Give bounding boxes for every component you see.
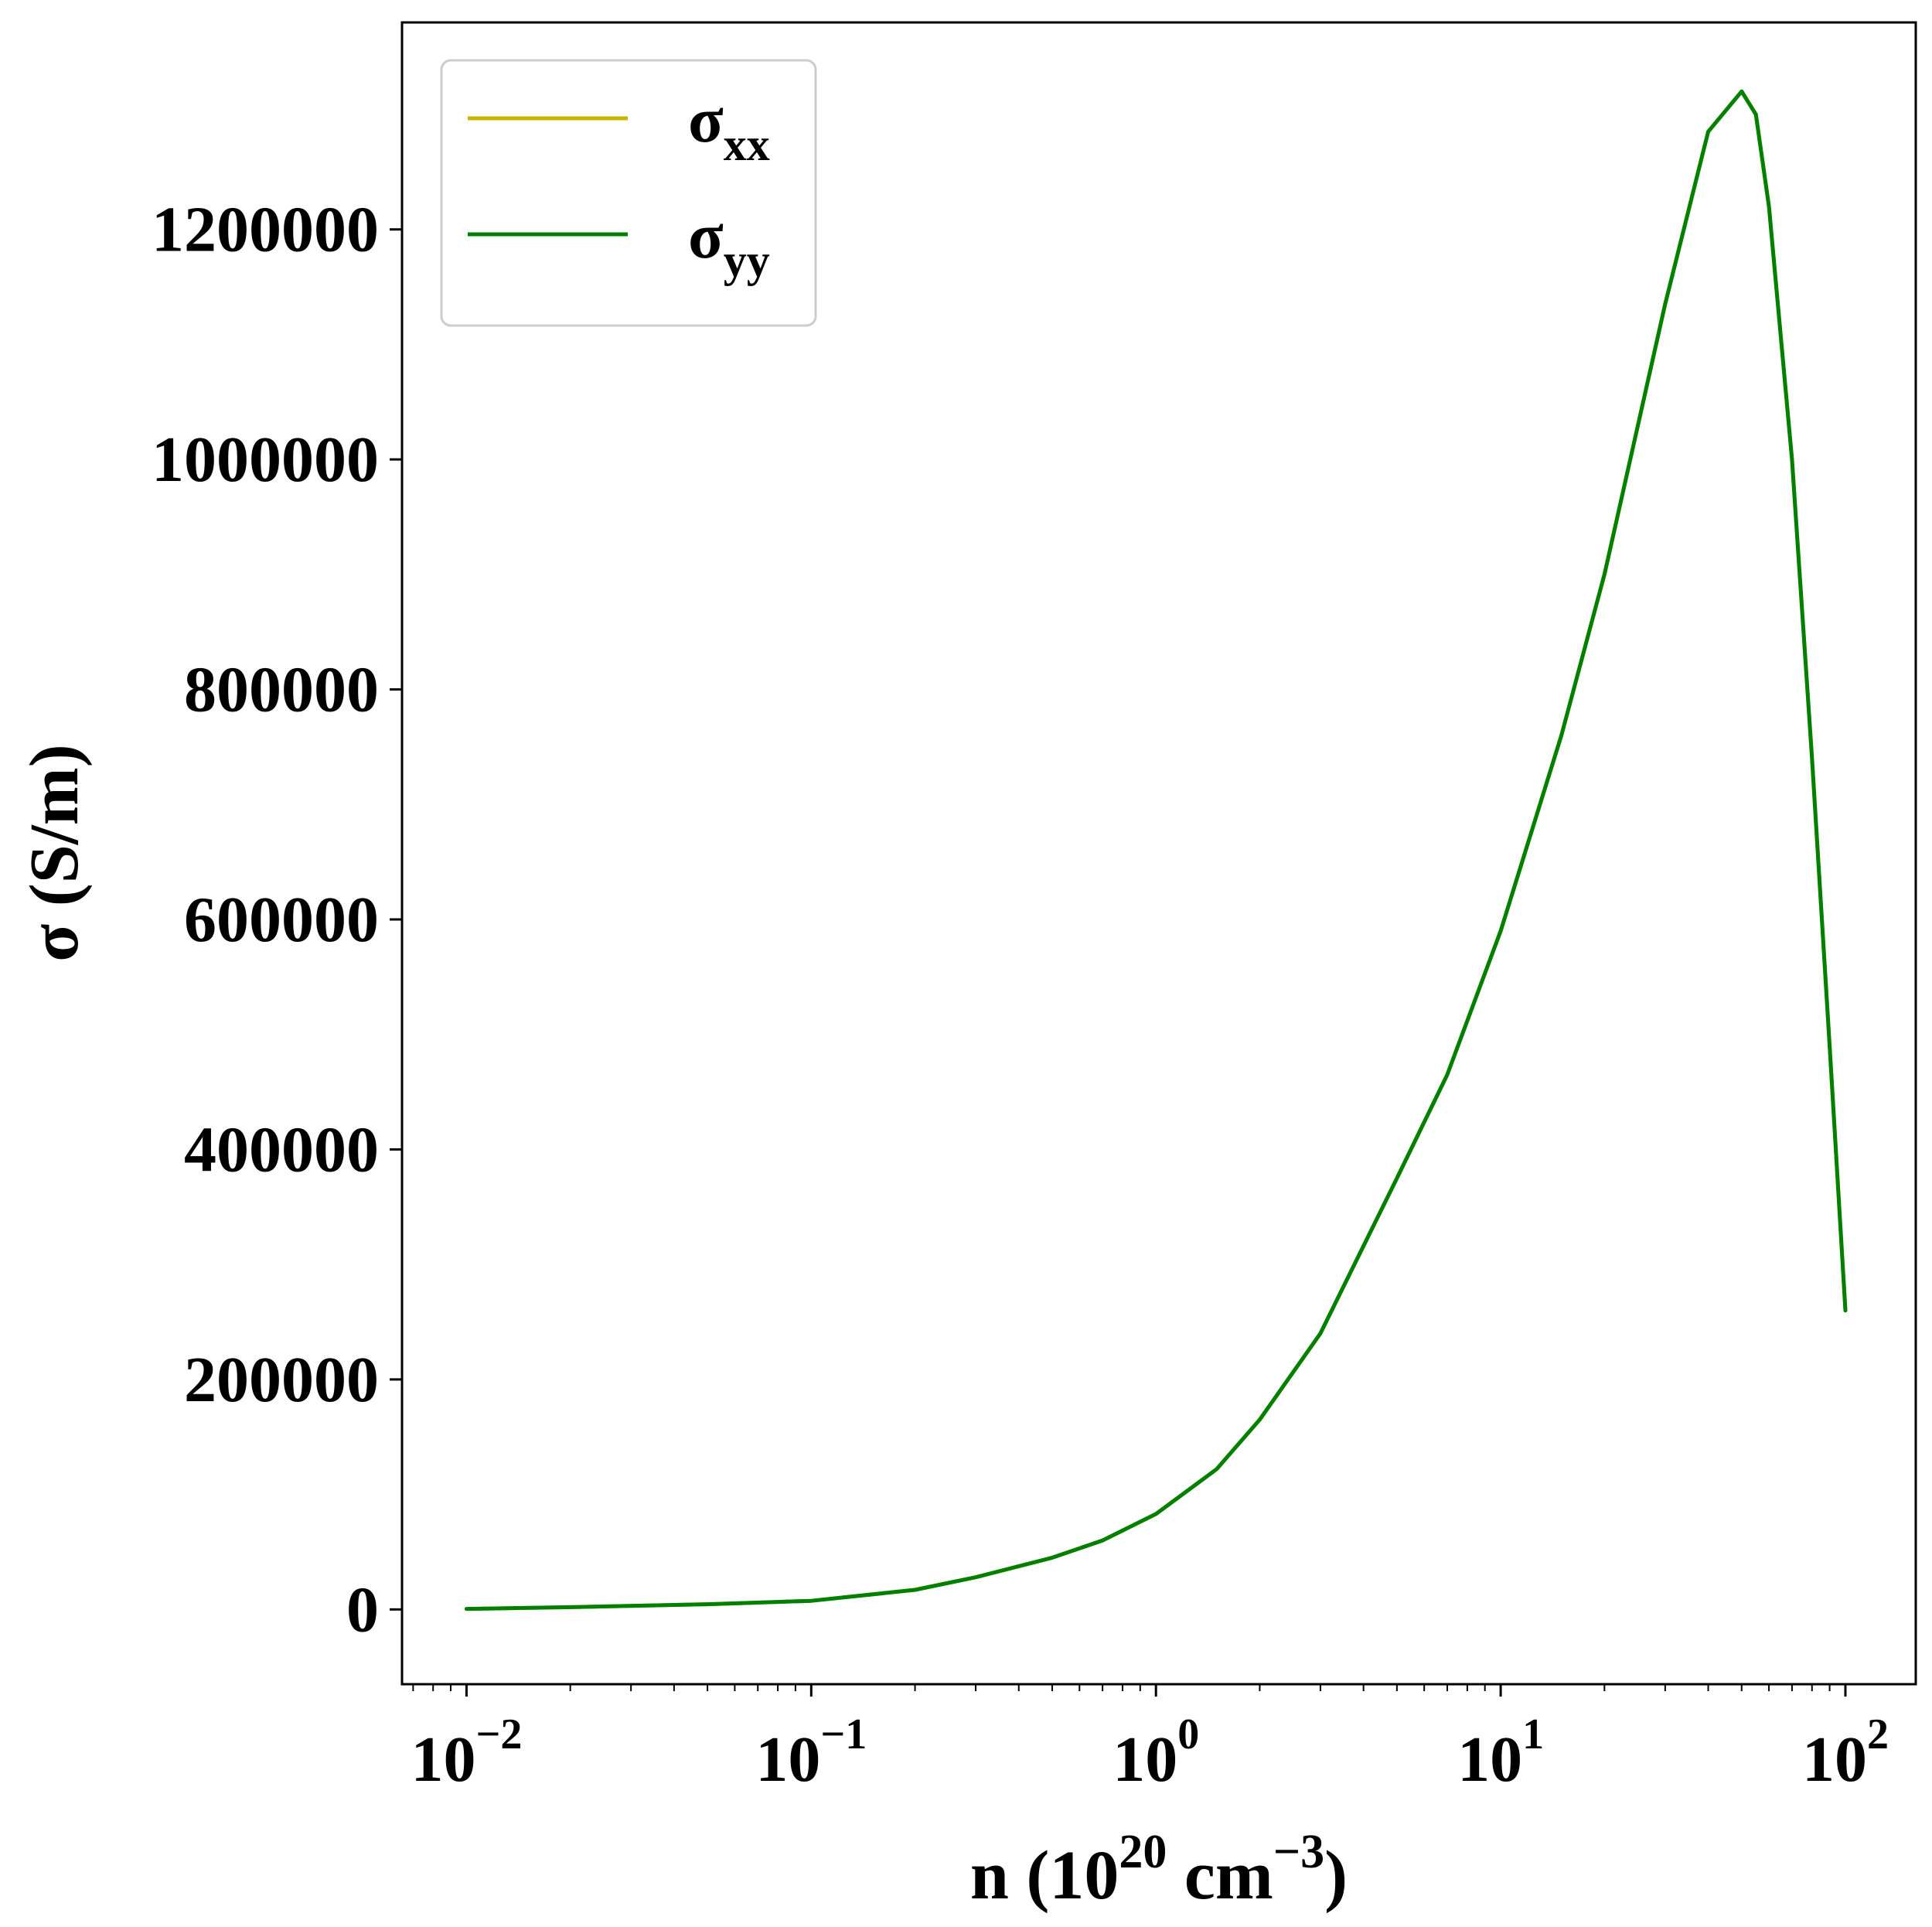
plot-frame — [400, 21, 1917, 1686]
y-tick-label: 200000 — [184, 1344, 379, 1416]
y-tick-label: 400000 — [184, 1114, 379, 1185]
x-tick-label: 101 — [1457, 1710, 1544, 1796]
series-layer — [464, 89, 1848, 1612]
series-line-yy — [464, 89, 1848, 1612]
x-tick-label: 100 — [1113, 1710, 1199, 1796]
legend: σxx σyy — [440, 59, 817, 327]
x-tick-label: 10−2 — [411, 1710, 522, 1796]
y-axis-title: σ (S/m) — [16, 744, 93, 961]
legend-label-sigma-yy: σyy — [688, 200, 770, 286]
legend-box — [440, 59, 817, 327]
y-tick-label: 1200000 — [152, 194, 379, 266]
legend-label-sigma-xx: σxx — [688, 84, 770, 170]
y-tick-label: 600000 — [184, 884, 379, 956]
y-axis-ticks: 0 200000 400000 600000 800000 1000000 1200000 — [152, 194, 402, 1646]
y-tick-label: 1000000 — [152, 424, 379, 496]
x-axis-ticks: 10−2 10−1 100 101 102 — [411, 1684, 1889, 1796]
x-axis-title: n (1020 cm−3) — [970, 1826, 1348, 1914]
y-tick-label: 0 — [346, 1574, 379, 1646]
x-tick-label: 10−1 — [755, 1710, 867, 1796]
y-tick-label: 800000 — [184, 654, 379, 726]
x-tick-label: 102 — [1802, 1710, 1889, 1796]
